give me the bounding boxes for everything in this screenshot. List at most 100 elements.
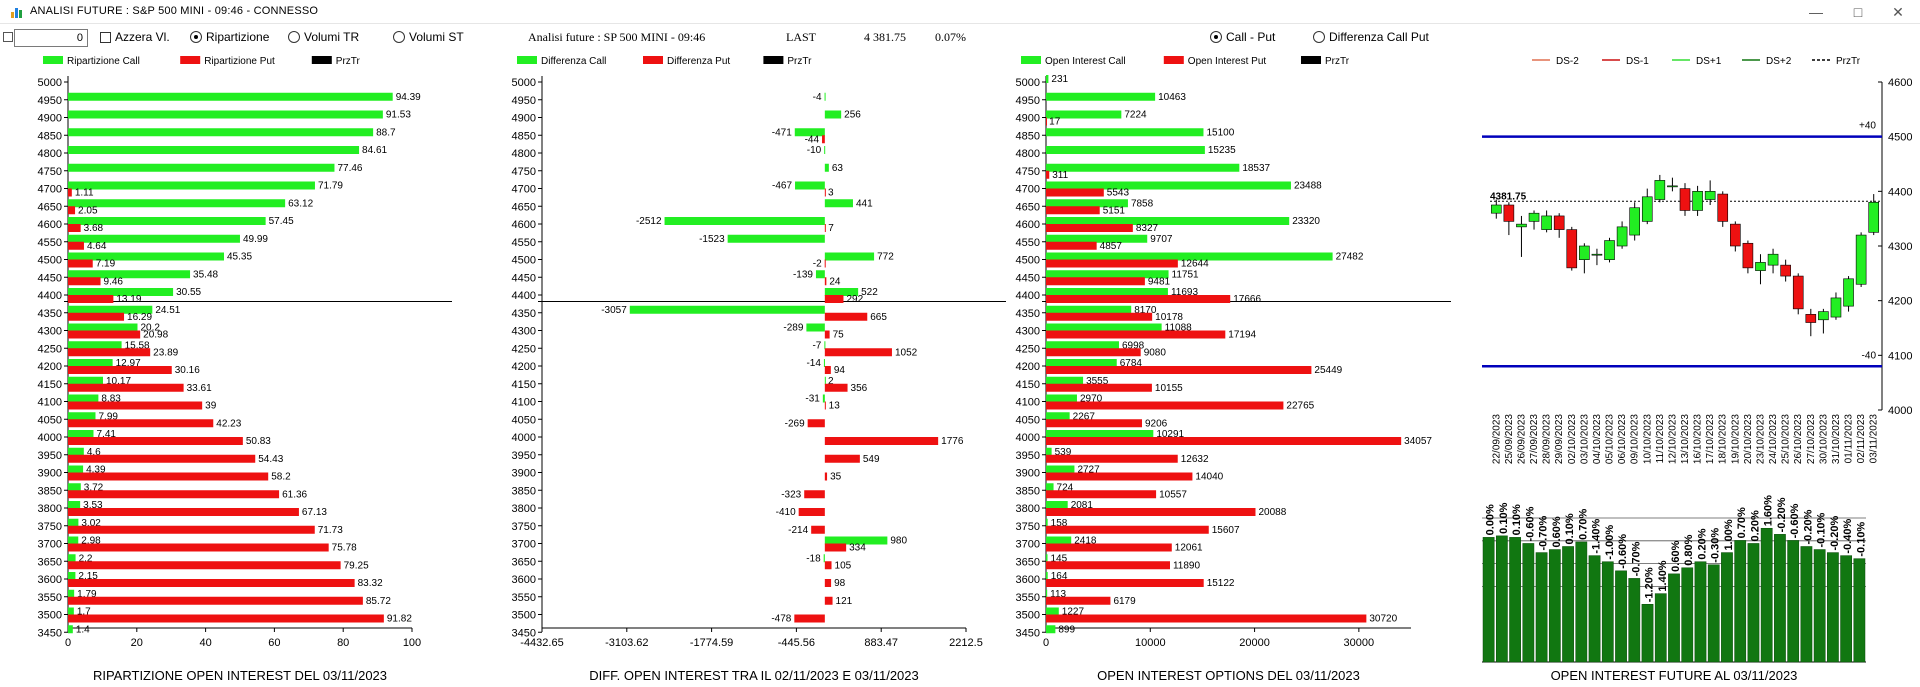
- bar-ripartizione-call: [68, 288, 174, 296]
- close-button[interactable]: ✕: [1892, 4, 1904, 20]
- bar-differenza-put: [824, 437, 939, 445]
- panel-toggle-checkbox[interactable]: [3, 32, 13, 42]
- strike-label: 4950: [512, 95, 536, 107]
- date-label: 18/10/2023: [1718, 414, 1729, 464]
- bar-value-label: 11088: [1165, 323, 1193, 334]
- bar-open-interest-call: [1046, 181, 1291, 190]
- bar-value-label: 24.51: [155, 305, 180, 316]
- date-label: 03/11/2023: [1869, 414, 1880, 464]
- bar-open-interest-put: [1046, 277, 1145, 286]
- future-oi-bar: [1535, 552, 1548, 663]
- date-label: 01/11/2023: [1844, 414, 1855, 464]
- azzera-checkbox[interactable]: Azzera Vl.: [100, 30, 170, 44]
- bar-value-label: 311: [1052, 170, 1068, 181]
- bar-value-label: 13.19: [116, 294, 141, 305]
- call-put-label: Call - Put: [1226, 30, 1276, 44]
- bar-value-label: 54.43: [258, 454, 283, 465]
- strike-label: 4200: [1016, 361, 1040, 373]
- bar-value-label: 231: [1051, 74, 1068, 85]
- bar-open-interest-call: [1046, 501, 1068, 509]
- strike-label: 3900: [1016, 468, 1040, 480]
- future-oi-label: 0.10%: [1498, 502, 1510, 533]
- bar-value-label: -269: [785, 418, 805, 429]
- band-label: -40: [1862, 350, 1877, 361]
- last-value: 4 381.75: [864, 30, 906, 44]
- x-tick-label: 10000: [1135, 637, 1166, 649]
- bar-value-label: -31: [805, 394, 820, 405]
- bar-ripartizione-put: [68, 312, 125, 321]
- candle-body: [1629, 207, 1640, 236]
- bar-open-interest-put: [1046, 188, 1104, 197]
- date-label: 23/10/2023: [1755, 414, 1766, 464]
- bar-ripartizione-put: [68, 419, 214, 428]
- bar-ripartizione-put: [68, 454, 256, 463]
- app-chart-icon: [11, 8, 22, 18]
- volumi-tr-radio[interactable]: Volumi TR: [288, 30, 359, 44]
- bar-ripartizione-put: [68, 543, 329, 552]
- bar-differenza-put: [822, 135, 825, 144]
- strike-label: 4250: [1016, 343, 1040, 355]
- bar-value-label: 2418: [1074, 536, 1097, 547]
- bar-differenza-put: [824, 543, 847, 552]
- bar-value-label: 441: [856, 198, 873, 209]
- bar-differenza-call: [815, 270, 825, 279]
- bar-open-interest-put: [1046, 543, 1172, 552]
- x-tick-label: -4432.65: [520, 637, 563, 649]
- diff-call-put-radio[interactable]: Differenza Call Put: [1313, 30, 1429, 44]
- bar-value-label: 105: [835, 560, 852, 571]
- strike-label: 4800: [38, 148, 62, 160]
- candle-body: [1855, 234, 1867, 285]
- bar-value-label: 42.23: [216, 418, 241, 429]
- bar-ripartizione-call: [68, 536, 79, 545]
- future-oi-bar: [1721, 552, 1733, 663]
- bar-differenza-call: [727, 234, 825, 243]
- bar-value-label: 356: [851, 383, 868, 394]
- strike-label: 4850: [1016, 130, 1040, 142]
- bar-ripartizione-call: [68, 270, 191, 279]
- strike-label: 3900: [38, 468, 62, 480]
- maximize-button[interactable]: □: [1853, 4, 1863, 20]
- bar-value-label: 75: [833, 330, 845, 341]
- offset-spin-input[interactable]: 0: [14, 29, 88, 47]
- bar-differenza-put: [824, 366, 831, 374]
- ripartizione-radio[interactable]: Ripartizione: [190, 30, 269, 44]
- bar-value-label: 164: [1051, 571, 1068, 582]
- strike-label: 3800: [38, 503, 62, 515]
- legend-label: DS+2: [1766, 56, 1792, 67]
- bar-ripartizione-put: [68, 295, 114, 303]
- future-oi-bar: [1615, 570, 1627, 663]
- bar-ripartizione-put: [68, 188, 72, 197]
- strike-label: 4900: [1016, 113, 1040, 125]
- bar-open-interest-put: [1046, 490, 1157, 499]
- future-oi-bar: [1588, 555, 1601, 663]
- bar-value-label: 35.48: [193, 269, 218, 280]
- future-oi-bar: [1641, 603, 1654, 663]
- strike-label: 4750: [512, 166, 536, 178]
- bar-value-label: 22765: [1286, 401, 1314, 412]
- candle-body: [1566, 229, 1578, 269]
- bar-differenza-put: [824, 596, 833, 605]
- strike-label: 4600: [1016, 219, 1040, 231]
- bar-open-interest-call: [1046, 252, 1333, 261]
- strike-label: 3700: [1016, 539, 1040, 551]
- x-tick-label: 100: [403, 637, 421, 649]
- date-label: 22/09/2023: [1491, 414, 1502, 464]
- future-oi-bar: [1575, 541, 1588, 663]
- bar-ripartizione-call: [68, 305, 153, 314]
- legend-swatch-1: [180, 56, 201, 64]
- call-put-radio[interactable]: Call - Put: [1210, 30, 1275, 44]
- window-title: ANALISI FUTURE : S&P 500 MINI - 09:46 - …: [30, 5, 319, 17]
- bar-open-interest-call: [1046, 394, 1077, 403]
- bar-value-label: 71.79: [318, 181, 343, 192]
- legend-label: PrzTr: [787, 56, 812, 67]
- bar-value-label: 34057: [1404, 436, 1432, 447]
- bar-open-interest-put: [1046, 330, 1226, 339]
- minimize-button[interactable]: —: [1809, 4, 1823, 20]
- bar-value-label: 35: [830, 472, 842, 483]
- future-oi-label: -0.40%: [1842, 519, 1854, 554]
- volumi-st-radio[interactable]: Volumi ST: [393, 30, 464, 44]
- bar-differenza-put: [824, 472, 828, 481]
- bar-open-interest-put: [1046, 206, 1100, 215]
- bar-value-label: 121: [836, 596, 853, 607]
- bar-differenza-put: [807, 419, 825, 428]
